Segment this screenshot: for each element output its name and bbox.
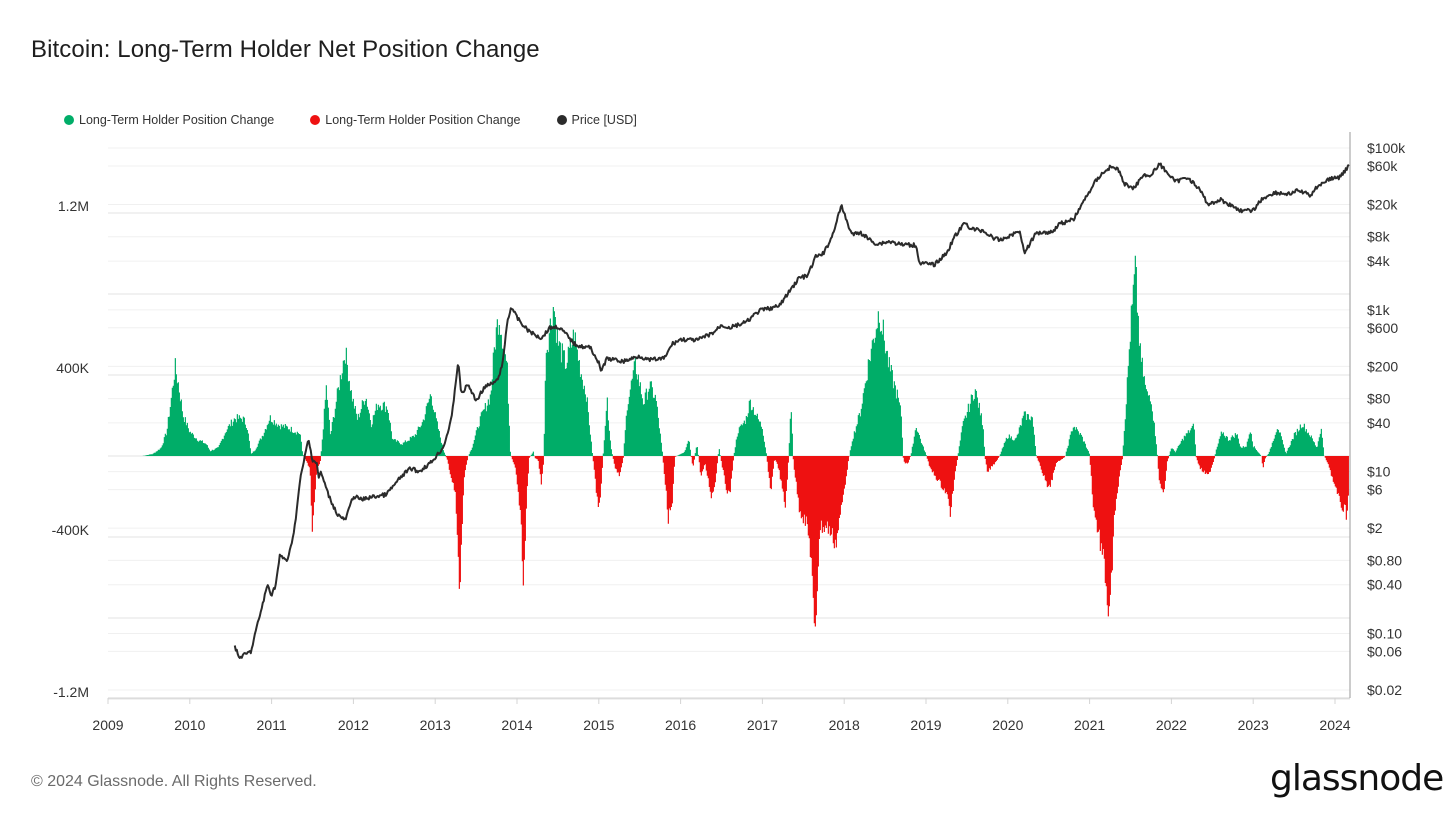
glassnode-logo[interactable]: glassnode [1270,758,1444,799]
chart-title: Bitcoin: Long-Term Holder Net Position C… [31,36,540,63]
axes: 2009 2010 2011 2012 2013 2014 2015 2016 2017 2018… [52,132,1406,733]
legend-item-price[interactable]: Price [USD] [556,113,637,127]
y-right-tick-label: $60k [1367,158,1398,174]
y-right-tick-label: $10 [1367,464,1391,480]
x-tick-label: 2013 [420,717,451,733]
x-tick-label: 2012 [338,717,369,733]
x-tick-label: 2017 [747,717,778,733]
x-tick-label: 2016 [665,717,696,733]
legend-item-lth-negative[interactable]: Long-Term Holder Position Change [310,113,521,127]
x-tick-label: 2022 [1156,717,1187,733]
x-tick-label: 2023 [1238,717,1269,733]
legend-label: Price [USD] [571,113,637,127]
y-left-tick-label: 400K [56,360,89,376]
y-right-tick-label: $80 [1367,391,1391,407]
gridlines [108,147,1350,700]
y-right-tick-label: $8k [1367,229,1391,245]
y-right-tick-label: $40 [1367,415,1391,431]
black-dot-icon [556,115,567,125]
y-right-tick-label: $600 [1367,320,1398,336]
y-right-tick-label: $0.40 [1367,577,1402,593]
y-right-tick-label: $2 [1367,520,1383,536]
x-tick-label: 2011 [257,717,287,733]
legend-label: Long-Term Holder Position Change [325,113,521,127]
y-right-tick-label: $0.10 [1367,625,1402,641]
x-tick-label: 2014 [501,717,532,733]
price-line-group [233,162,1350,659]
green-dot-icon [64,115,74,125]
y-right-tick-label: $0.80 [1367,552,1402,568]
position-change-bars [142,255,1349,627]
x-tick-label: 2009 [92,717,123,733]
x-tick-label: 2015 [583,717,614,733]
positive-change-bars [142,255,1325,456]
y-right-tick-label: $0.02 [1367,682,1402,698]
legend: Long-Term Holder Position Change Long-Te… [64,113,673,127]
y-right-tick-label: $200 [1367,358,1398,374]
x-tick-label: 2019 [910,717,941,733]
y-left-tick-label: -400K [52,522,90,538]
y-left-tick-label: -1.2M [53,684,89,700]
x-tick-label: 2021 [1074,717,1105,733]
y-right-tick-label: $100k [1367,140,1406,156]
y-right-tick-label: $1k [1367,302,1391,318]
y-right-tick-label: $4k [1367,253,1391,269]
price-line [233,162,1350,659]
x-tick-label: 2024 [1319,717,1350,733]
red-dot-icon [310,115,321,125]
legend-label: Long-Term Holder Position Change [79,113,275,127]
legend-item-ltH-positive[interactable]: Long-Term Holder Position Change [64,113,274,127]
negative-change-bars [303,456,1349,627]
y-right-tick-label: $6 [1367,482,1383,498]
x-tick-label: 2010 [174,717,205,733]
y-right-tick-label: $0.06 [1367,643,1402,659]
y-left-tick-label: 1.2M [58,198,89,214]
copyright-text: © 2024 Glassnode. All Rights Reserved. [31,773,317,790]
y-right-tick-label: $20k [1367,197,1398,213]
x-tick-label: 2018 [829,717,860,733]
x-tick-label: 2020 [992,717,1023,733]
